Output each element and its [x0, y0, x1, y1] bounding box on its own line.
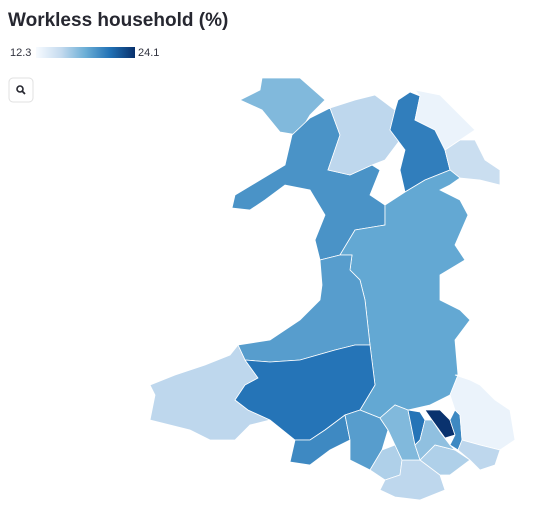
legend-min-label: 12.3 — [10, 47, 31, 59]
region — [327, 94, 401, 176]
chart-title: Workless household (%) — [8, 10, 228, 31]
legend-max-label: 24.1 — [138, 47, 159, 59]
color-legend — [36, 47, 135, 58]
map — [149, 77, 516, 501]
search-icon — [16, 85, 24, 93]
region — [239, 77, 326, 136]
region — [414, 419, 457, 461]
region — [379, 459, 446, 501]
search-button-box[interactable] — [8, 77, 34, 103]
search-button[interactable] — [8, 77, 34, 103]
region — [457, 439, 501, 471]
search-icon — [21, 90, 26, 95]
